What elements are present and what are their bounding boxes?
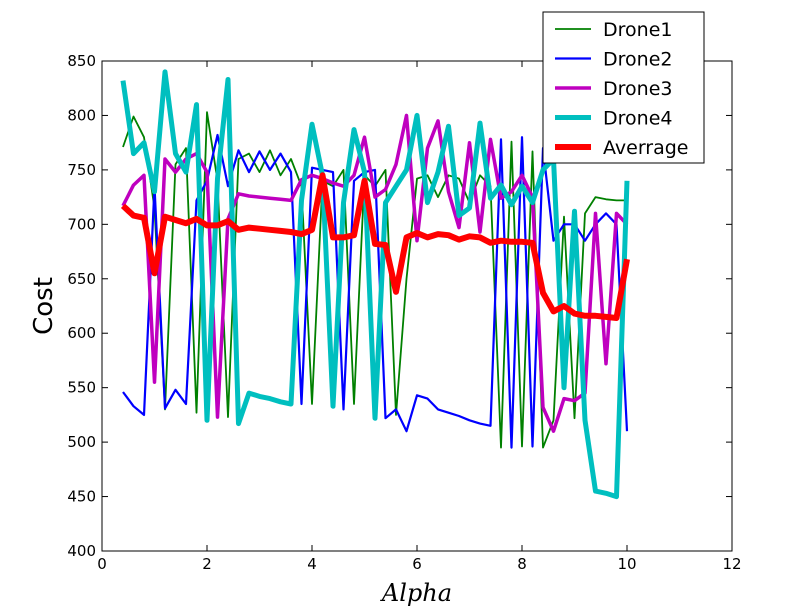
x-tick-label: 4 (307, 555, 317, 573)
y-tick-label: 850 (67, 52, 96, 70)
series-line-averrage (120, 172, 630, 321)
x-tick-label: 2 (202, 555, 212, 573)
legend: Drone1 Drone2 Drone3 Drone4 Averrage (542, 11, 705, 164)
legend-label-drone3: Drone3 (603, 78, 672, 100)
y-tick-label: 400 (67, 542, 96, 560)
x-tick-label: 10 (617, 555, 636, 573)
x-tick-label: 0 (97, 555, 107, 573)
y-tick-label: 700 (67, 215, 96, 233)
x-axis-title: Alpha (380, 579, 452, 607)
x-tick-label: 6 (412, 555, 422, 573)
y-axis-title: Cost (29, 277, 59, 335)
x-tick-label: 12 (722, 555, 741, 573)
series-line-drone3 (121, 113, 629, 433)
x-tick-label: 8 (517, 555, 527, 573)
y-tick-label: 650 (67, 270, 96, 288)
legend-label-drone2: Drone2 (603, 49, 672, 71)
y-tick-label: 450 (67, 488, 96, 506)
series-line-drone4 (120, 69, 630, 500)
y-tick-label: 500 (67, 433, 96, 451)
y-tick-label: 750 (67, 161, 96, 179)
legend-label-drone4: Drone4 (603, 108, 672, 130)
series-layer (120, 69, 630, 500)
legend-label-averrage: Averrage (603, 137, 689, 159)
y-tick-label: 600 (67, 324, 96, 342)
y-tick-label: 800 (67, 106, 96, 124)
legend-label-drone1: Drone1 (603, 19, 672, 41)
y-tick-label: 550 (67, 379, 96, 397)
